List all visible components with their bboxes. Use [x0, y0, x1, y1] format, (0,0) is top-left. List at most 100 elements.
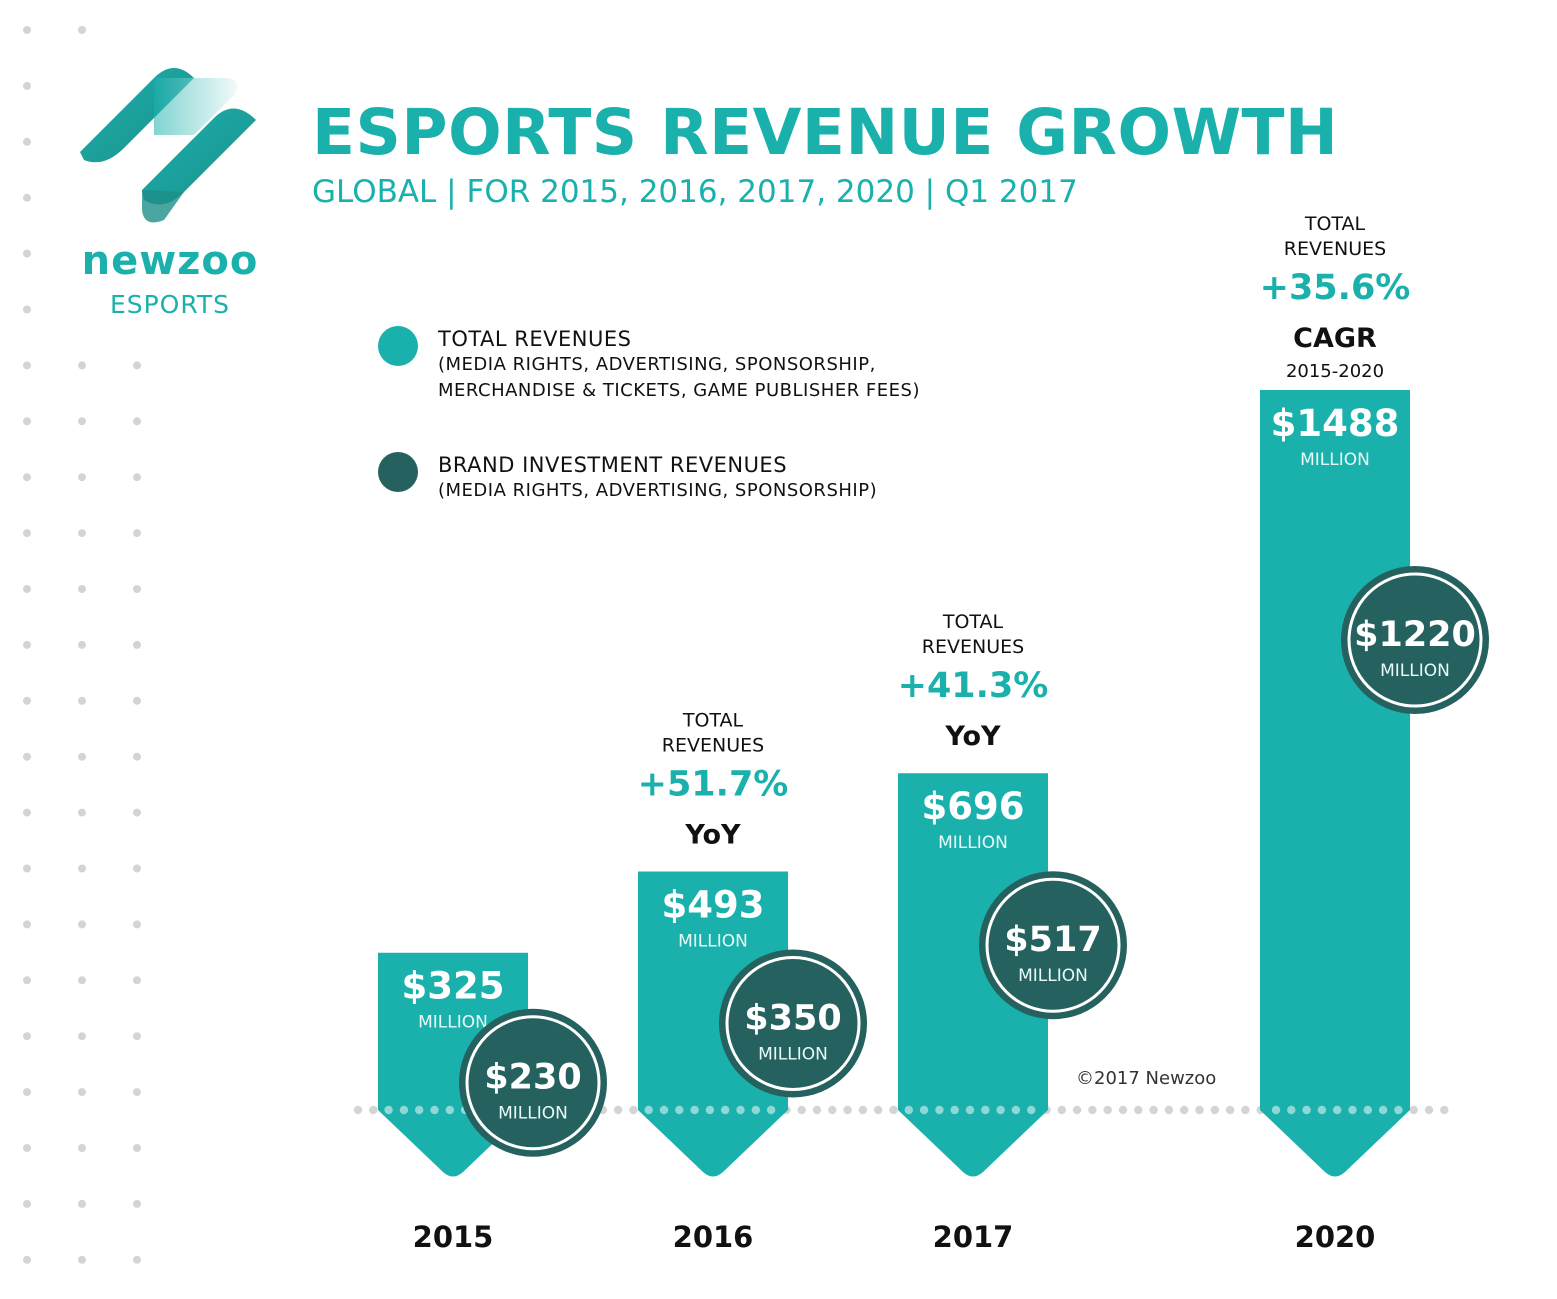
decor-dot — [133, 473, 141, 482]
baseline-dot — [1134, 1105, 1143, 1115]
legend-label-total: TOTAL REVENUES — [438, 327, 632, 351]
baseline-dot — [766, 1105, 776, 1115]
decor-dot — [23, 920, 31, 929]
baseline-dot — [736, 1105, 745, 1115]
baseline-dot — [751, 1105, 760, 1115]
baseline-dot — [1271, 1105, 1281, 1115]
copyright-note: ©2017 Newzoo — [1076, 1068, 1217, 1089]
decor-dot — [23, 1255, 31, 1264]
brand-investment-circle — [1341, 566, 1489, 714]
decor-dot — [133, 696, 141, 705]
decor-dot — [23, 808, 31, 817]
bar-group-2017: $696 MILLION $517 MILLION 2017 TOTAL REVENUES +… — [898, 611, 1127, 1254]
baseline-dot — [1072, 1105, 1082, 1115]
baseline-dot — [353, 1105, 363, 1115]
brand-investment-ring — [725, 955, 861, 1091]
brand-investment-unit: MILLION — [758, 1044, 828, 1064]
baseline-dot — [644, 1105, 653, 1115]
total-revenue-value: $493 — [662, 883, 765, 926]
brand-investment-ring — [465, 1015, 601, 1151]
baseline-dot — [1088, 1105, 1097, 1115]
decor-dot — [23, 249, 31, 258]
decor-dot — [133, 529, 141, 538]
total-revenue-value: $696 — [922, 785, 1025, 828]
total-revenue-value: $1488 — [1271, 402, 1400, 445]
annotation-growth-value: +41.3% — [898, 666, 1049, 706]
brand-investment-value: $1220 — [1354, 615, 1476, 655]
decorative-dot-grid — [23, 26, 141, 1264]
decor-dot — [23, 976, 31, 985]
legend-dot-brand — [378, 452, 418, 492]
annotation-range: 2015-2020 — [1286, 361, 1384, 382]
decor-dot — [23, 305, 31, 314]
decor-dot — [78, 808, 86, 817]
decor-dot — [78, 864, 86, 873]
decor-dot — [78, 920, 86, 929]
decor-dot — [133, 864, 141, 873]
brand-investment-unit: MILLION — [1380, 661, 1450, 681]
decor-dot — [133, 1255, 141, 1264]
category-label: 2020 — [1295, 1220, 1376, 1254]
baseline-dot — [1011, 1105, 1021, 1115]
total-revenue-unit: MILLION — [418, 1013, 488, 1033]
baseline-dot — [812, 1105, 822, 1115]
baseline-dot — [1241, 1105, 1250, 1115]
total-revenue-value: $325 — [402, 965, 505, 1008]
annotation-growth-value: +51.7% — [638, 764, 789, 804]
decor-dot — [78, 529, 86, 538]
baseline-dot — [1302, 1105, 1311, 1115]
baseline-dot — [981, 1105, 990, 1115]
baseline-dot — [1394, 1105, 1403, 1115]
bar-group-2016: $493 MILLION $350 MILLION 2016 TOTAL REVENUES +… — [638, 709, 867, 1254]
baseline-dot — [415, 1105, 424, 1115]
baseline-dot — [1057, 1105, 1067, 1115]
decor-dot — [78, 1199, 86, 1208]
category-label: 2016 — [673, 1220, 754, 1254]
bar-group-2020: $1488 MILLION $1220 MILLION 2020 TOTAL REVENUE… — [1260, 213, 1489, 1254]
baseline-dot — [1424, 1105, 1434, 1115]
brand-investment-circle — [459, 1008, 607, 1157]
brand-investment-circle — [979, 871, 1127, 1020]
baseline-dot — [828, 1105, 837, 1115]
total-revenue-bar — [1260, 390, 1410, 1177]
annotation-line: REVENUES — [922, 636, 1024, 658]
baseline-dot — [721, 1105, 730, 1115]
decor-dot — [78, 1088, 86, 1097]
decor-dot — [78, 1255, 86, 1264]
baseline-dot — [1333, 1105, 1342, 1115]
brand-investment-ring — [1347, 572, 1483, 708]
total-revenue-bar — [898, 773, 1048, 1177]
baseline-dot — [659, 1105, 669, 1115]
decor-dot — [23, 752, 31, 761]
brand-investment-value: $350 — [744, 998, 841, 1038]
decor-dot — [78, 585, 86, 593]
annotation-line: TOTAL — [942, 611, 1004, 633]
brand-investment-circle — [719, 949, 867, 1098]
decor-dot — [78, 1144, 86, 1152]
annotation-metric: CAGR — [1293, 323, 1377, 354]
legend-detail-brand-1: (MEDIA RIGHTS, ADVERTISING, SPONSORSHIP) — [438, 480, 878, 501]
decor-dot — [23, 1088, 31, 1097]
decor-dot — [78, 26, 86, 34]
baseline-dot — [996, 1105, 1005, 1115]
decor-dot — [23, 1032, 31, 1041]
baseline-dot — [675, 1105, 684, 1115]
decor-dot — [23, 417, 31, 426]
annotation-growth-value: +35.6% — [1260, 268, 1411, 308]
decor-dot — [78, 417, 86, 426]
decor-dot — [23, 81, 31, 90]
baseline-dot — [1225, 1105, 1235, 1115]
decor-dot — [78, 473, 86, 482]
annotation-metric: YoY — [684, 819, 741, 850]
decor-dot — [23, 361, 31, 370]
total-revenue-unit: MILLION — [938, 833, 1008, 853]
decor-dot — [23, 585, 31, 593]
baseline-dot — [1378, 1105, 1388, 1115]
decor-dot — [133, 1032, 141, 1041]
baseline-dot — [1363, 1105, 1373, 1115]
annotation-line: REVENUES — [662, 734, 764, 756]
decor-dot — [78, 752, 86, 761]
baseline-dot — [613, 1105, 623, 1115]
decor-dot — [133, 585, 141, 593]
decor-dot — [23, 1144, 31, 1152]
